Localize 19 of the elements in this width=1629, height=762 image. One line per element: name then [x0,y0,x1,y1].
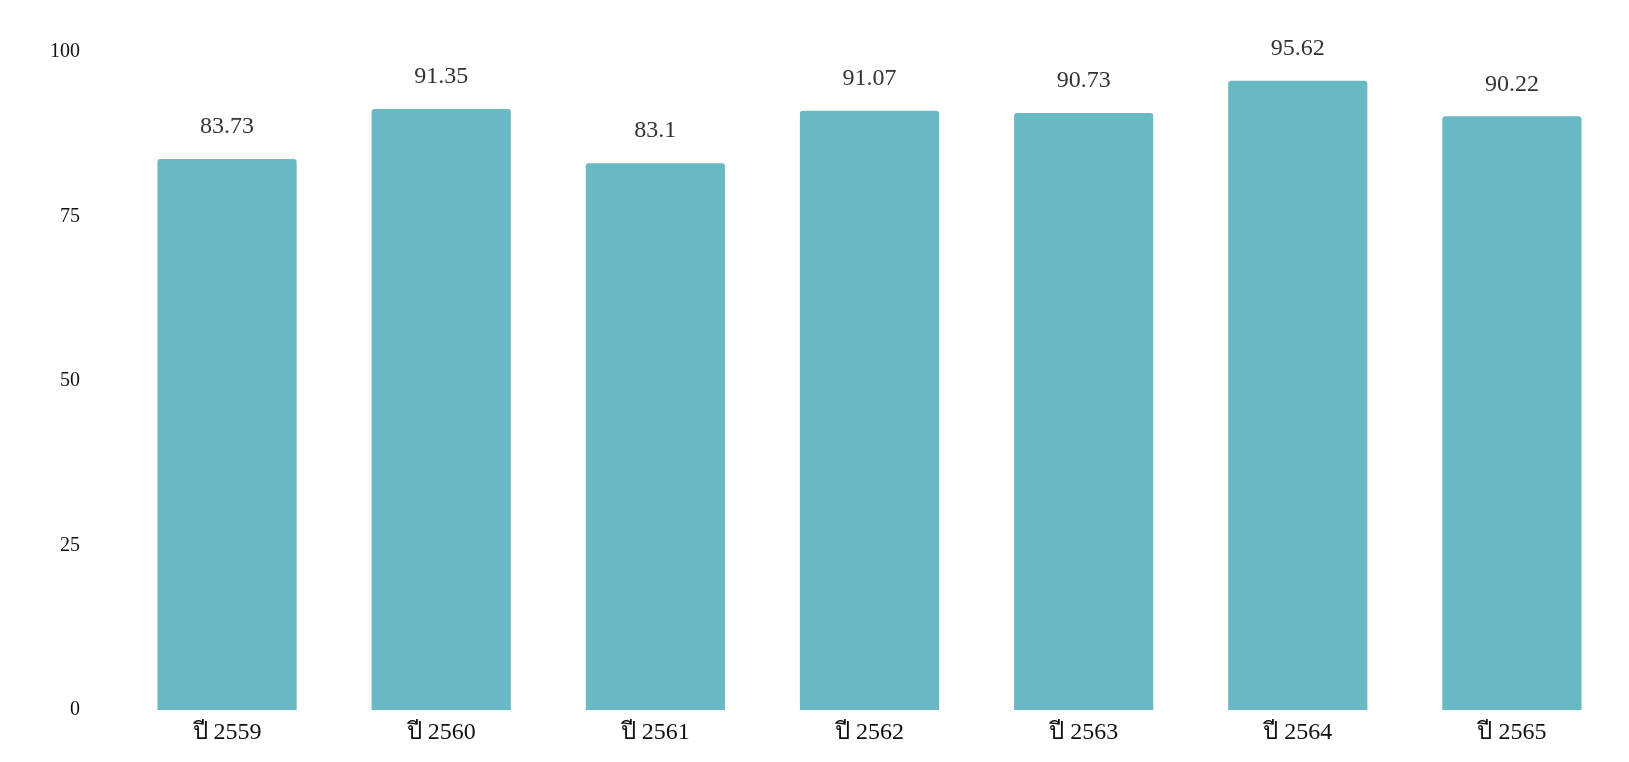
y-tick-label: 50 [60,368,80,391]
data-label: 90.22 [1484,69,1539,96]
data-label: 95.62 [1270,34,1325,61]
x-tick-label: ปี 2564 [1262,717,1333,744]
y-tick-label: 75 [60,203,80,226]
data-label: 83.73 [200,112,255,139]
data-label: 91.35 [414,62,469,89]
x-tick-label: ปี 2561 [619,717,690,744]
data-label: 90.73 [1056,66,1111,93]
x-tick-label: ปี 2562 [834,717,904,744]
data-label: 91.07 [842,64,897,91]
x-tick-label: ปี 2563 [1048,717,1119,744]
x-tick-label: ปี 2560 [405,717,476,744]
y-tick-label: 25 [60,532,80,555]
data-label: 83.1 [634,116,677,143]
y-tick-label: 0 [70,697,80,720]
x-tick-label: ปี 2565 [1476,717,1547,744]
x-tick-label: ปี 2559 [191,717,262,744]
y-tick-label: 100 [50,39,80,62]
